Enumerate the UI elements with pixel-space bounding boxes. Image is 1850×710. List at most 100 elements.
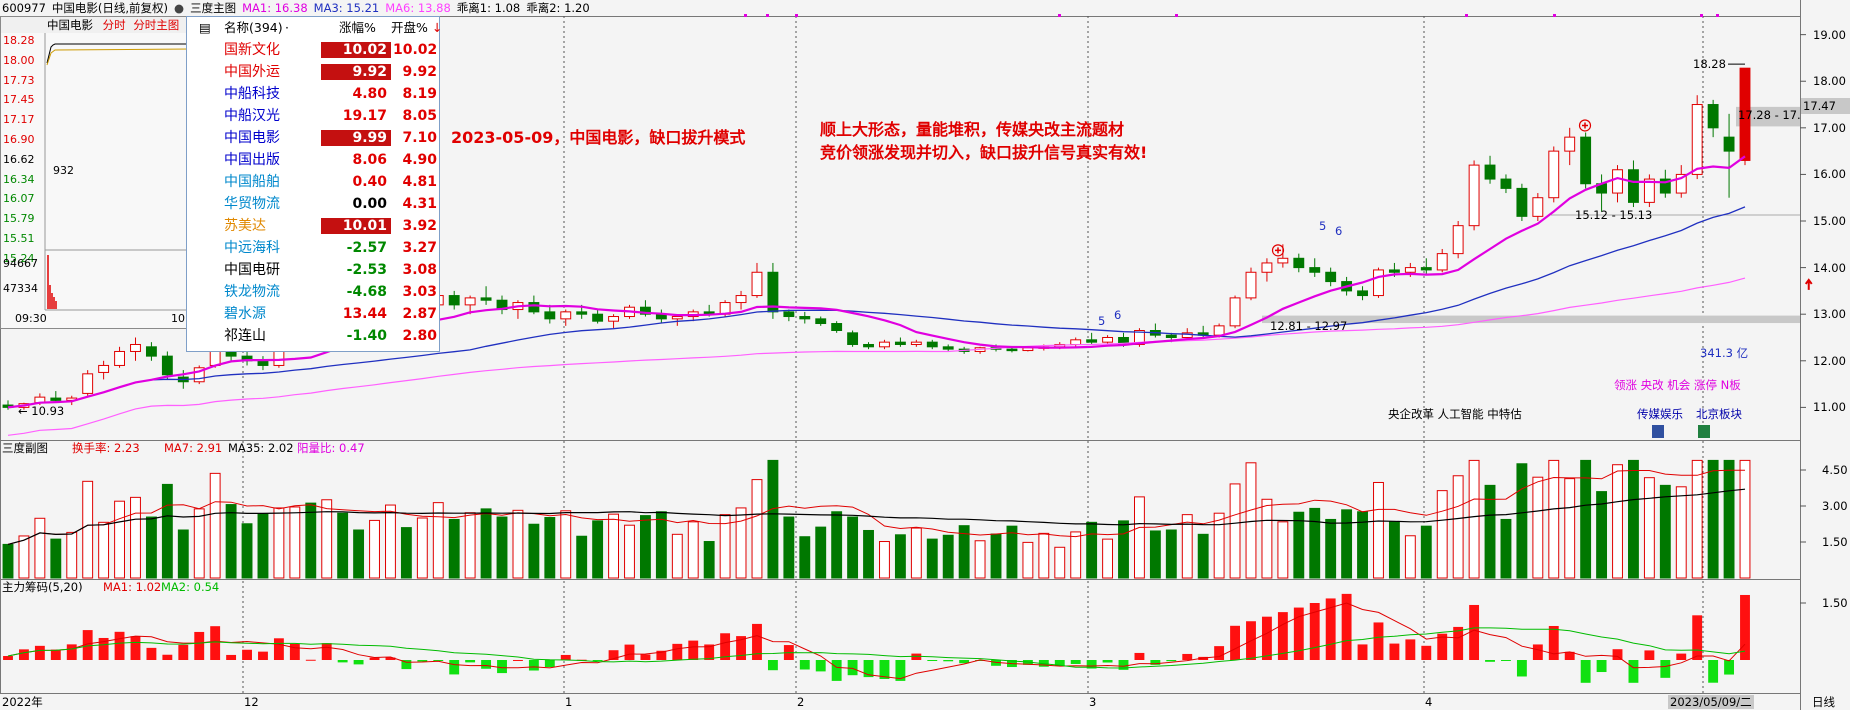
turnover-bar — [289, 506, 301, 579]
signal-dot — [1716, 14, 1719, 17]
inset-price-label: 15.24 — [3, 251, 35, 265]
chip-bar — [497, 660, 507, 674]
ranking-stock-name: 中国外运 — [224, 64, 280, 80]
ma6-line — [7, 277, 1746, 436]
chip-bar — [1325, 598, 1336, 660]
inset-minute-link[interactable]: 分时 — [102, 18, 126, 32]
turnover-bar — [639, 515, 651, 579]
ranking-row[interactable]: 华贸物流 0.00 4.31 — [187, 193, 439, 215]
chip-bar — [736, 636, 746, 660]
gap-low-label: 12.81 - 12.97 — [1270, 318, 1348, 333]
turnover-bar — [257, 513, 269, 579]
turnover-bar — [1659, 484, 1671, 579]
ranking-header-change[interactable]: 涨幅% — [339, 20, 376, 35]
turnover-bar — [1022, 541, 1034, 579]
chip-bar — [1469, 604, 1480, 660]
chip-bar — [465, 660, 476, 663]
ranking-row[interactable]: 中国外运 9.92 9.92 — [187, 61, 439, 83]
turnover-bar — [305, 502, 317, 579]
turnover-bar — [1596, 491, 1608, 579]
chip-bar — [1405, 639, 1416, 660]
main-chart-label[interactable]: 三度主图 — [190, 1, 237, 15]
ranking-row[interactable]: 碧水源 13.44 2.87 — [187, 303, 439, 325]
ranking-row[interactable]: 国新文化 10.02 10.02 — [187, 39, 439, 61]
ranking-panel[interactable]: ▤ 名称(394) · 涨幅% 开盘% ↓ 国新文化 10.02 10.02 中国外运… — [186, 16, 442, 352]
turnover-bar — [1149, 530, 1161, 579]
ranking-row[interactable]: 中国船舶 0.40 4.81 — [187, 171, 439, 193]
candle — [130, 337, 141, 361]
inset-price-label: 17.45 — [3, 93, 35, 107]
chip-bar — [162, 654, 173, 660]
turnover-bar — [512, 509, 524, 579]
candle — [1070, 337, 1082, 347]
chip-bar — [1564, 651, 1575, 660]
chip-bar — [1501, 660, 1511, 661]
chip-bar — [513, 659, 523, 661]
ranking-open: 2.80 — [402, 328, 437, 344]
ranking-row[interactable]: 中国电研 -2.53 3.08 — [187, 259, 439, 281]
ranking-change: 0.40 — [352, 174, 387, 190]
sub1-tick-label: 4.50 — [1822, 463, 1848, 477]
chip-bar — [991, 660, 1001, 666]
candle — [544, 304, 556, 324]
candle-body — [1134, 330, 1145, 345]
candle-body — [1452, 225, 1464, 255]
ranking-row[interactable]: 中国出版 8.06 4.90 — [187, 149, 439, 171]
minute-chart-inset[interactable]: 中国电影 分时 分时主图 18.28 18.00 17.73 17.45 17.17 16… — [0, 16, 191, 329]
ranking-row[interactable]: 中船汉光 19.17 8.05 — [187, 105, 439, 127]
turnover-bar — [1070, 531, 1082, 579]
sub1-yinyang: 阳量比: 0.47 — [297, 441, 365, 455]
ranking-row[interactable]: 中国电影 9.99 7.10 — [187, 127, 439, 149]
ranking-row[interactable]: 苏美达 10.01 3.92 — [187, 215, 439, 237]
dropdown-icon[interactable]: ● — [174, 1, 185, 15]
ranking-menu-icon[interactable]: ▤ — [199, 20, 211, 35]
candle — [767, 262, 779, 319]
candle — [193, 365, 205, 385]
chip-bar — [258, 651, 268, 660]
inset-price-label: 16.34 — [3, 172, 35, 186]
chip-bar — [1261, 616, 1272, 660]
chip-bar — [1230, 625, 1240, 660]
chip-bar — [178, 644, 189, 660]
period-label: 日线 — [1812, 695, 1835, 709]
chip-bar — [560, 654, 571, 660]
candle-body — [735, 295, 747, 304]
turnover-bar — [1325, 518, 1337, 579]
chip-bar — [481, 660, 492, 669]
ranking-change: 10.02 — [321, 42, 391, 58]
turnover-bar — [1691, 459, 1703, 579]
candle — [910, 339, 922, 347]
y-tick-label: 11.00 — [1813, 400, 1846, 415]
ranking-header-open[interactable]: 开盘% — [391, 20, 428, 35]
chip-bar — [34, 645, 45, 660]
candle-body — [98, 364, 110, 373]
plus-circle-icon-cross — [1582, 122, 1588, 129]
turnover-bar — [1628, 459, 1639, 579]
ranking-row[interactable]: 中船科技 4.80 8.19 — [187, 83, 439, 105]
ranking-header-name[interactable]: 名称(394) — [224, 20, 283, 35]
candle-body — [1102, 336, 1114, 343]
ranking-row[interactable]: 铁龙物流 -4.68 3.03 — [187, 281, 439, 303]
analysis-line-1: 顺上大形态，量能堆积，传媒央改主流题材 — [820, 120, 1125, 139]
ranking-open: 3.08 — [402, 262, 437, 278]
chip-bar — [1357, 644, 1368, 660]
candle-body — [528, 302, 540, 313]
ranking-row[interactable]: 祁连山 -1.40 2.80 — [187, 325, 439, 347]
chip-bar — [672, 643, 683, 660]
candle-body — [480, 297, 492, 301]
chip-bar — [1150, 660, 1161, 665]
turnover-bar — [671, 533, 683, 579]
turnover-bar — [1548, 459, 1560, 579]
candle — [831, 321, 843, 333]
candle — [145, 342, 157, 361]
chip-bar — [720, 633, 731, 660]
chip-bar — [1389, 643, 1400, 660]
turnover-bar — [1213, 512, 1225, 579]
x-axis-label: 2023/05/09/二 — [1668, 695, 1754, 709]
inset-minute-main-link[interactable]: 分时主图 — [133, 18, 180, 32]
ranking-row[interactable]: 中远海科 -2.57 3.27 — [187, 237, 439, 259]
turnover-bar — [209, 472, 221, 579]
chip-bar — [815, 660, 826, 672]
wave-number: 6 — [1114, 308, 1122, 322]
gap-zone-low — [1262, 315, 1800, 324]
